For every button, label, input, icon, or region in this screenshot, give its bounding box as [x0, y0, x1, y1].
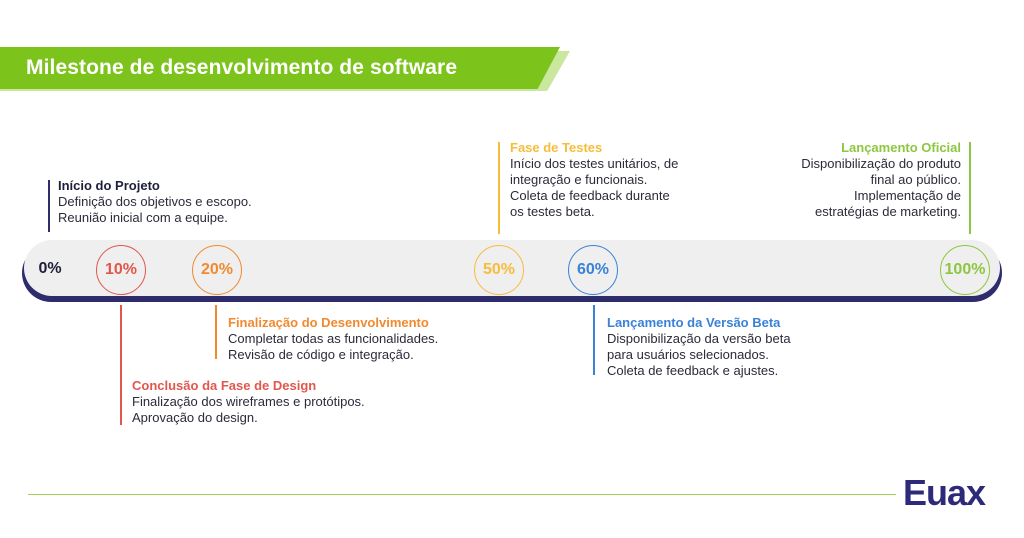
marker-0-label: 0% [38, 260, 62, 277]
marker-60: 60% [568, 245, 618, 295]
milestone-60-line: Coleta de feedback e ajustes. [607, 363, 779, 378]
marker-50-label: 50% [482, 261, 516, 278]
milestone-100-title: Lançamento Oficial [841, 140, 961, 155]
marker-0: 0% [26, 245, 74, 293]
marker-10-label: 10% [104, 261, 138, 278]
milestone-0-line: Definição dos objetivos e escopo. [58, 194, 252, 209]
connector-10 [120, 305, 122, 425]
milestone-60-line: para usuários selecionados. [607, 347, 769, 362]
milestone-60-title: Lançamento da Versão Beta [607, 315, 781, 330]
milestone-50-line: integração e funcionais. [510, 172, 648, 187]
marker-20: 20% [192, 245, 242, 295]
milestone-20-line: Completar todas as funcionalidades. [228, 331, 439, 346]
milestone-0-line: Reunião inicial com a equipe. [58, 210, 228, 225]
milestone-60-line: Disponibilização da versão beta [607, 331, 791, 346]
footer-divider [28, 494, 896, 495]
euax-logo: Euax [903, 472, 986, 513]
milestone-10-block: Conclusão da Fase de Design Finalização … [132, 378, 365, 426]
milestone-100-line: estratégias de marketing. [815, 204, 961, 219]
milestone-50-line: Coleta de feedback durante [510, 188, 670, 203]
milestone-50-line: Início dos testes unitários, de [510, 156, 679, 171]
milestone-20-title: Finalização do Desenvolvimento [228, 315, 429, 330]
marker-50: 50% [474, 245, 524, 295]
milestone-20-line: Revisão de código e integração. [228, 347, 414, 362]
milestone-100-block: Lançamento Oficial Disponibilização do p… [760, 140, 961, 220]
marker-20-label: 20% [200, 261, 234, 278]
milestone-50-title: Fase de Testes [510, 140, 603, 155]
page-title: Milestone de desenvolvimento de software [26, 56, 458, 79]
connector-100 [969, 142, 971, 234]
connector-20 [215, 305, 217, 359]
connector-60 [593, 305, 595, 375]
milestone-100-line: Disponibilização do produto [801, 156, 961, 171]
connector-0 [48, 180, 50, 232]
milestone-0-title: Início do Projeto [58, 178, 160, 193]
milestone-0-block: Início do Projeto Definição dos objetivo… [58, 178, 252, 226]
milestone-20-block: Finalização do Desenvolvimento Completar… [228, 315, 438, 363]
milestone-50-line: os testes beta. [510, 204, 595, 219]
marker-100-label: 100% [944, 261, 986, 278]
marker-60-label: 60% [576, 261, 610, 278]
connector-50 [498, 142, 500, 234]
milestone-60-block: Lançamento da Versão Beta Disponibilizaç… [607, 315, 791, 379]
milestone-10-line: Aprovação do design. [132, 410, 258, 425]
milestone-10-line: Finalização dos wireframes e protótipos. [132, 394, 365, 409]
marker-100: 100% [940, 245, 990, 295]
milestone-50-block: Fase de Testes Início dos testes unitári… [510, 140, 678, 220]
marker-10: 10% [96, 245, 146, 295]
milestone-10-title: Conclusão da Fase de Design [132, 378, 317, 393]
title-banner [0, 47, 560, 89]
milestone-100-line: Implementação de [854, 188, 961, 203]
milestone-100-line: final ao público. [870, 172, 961, 187]
